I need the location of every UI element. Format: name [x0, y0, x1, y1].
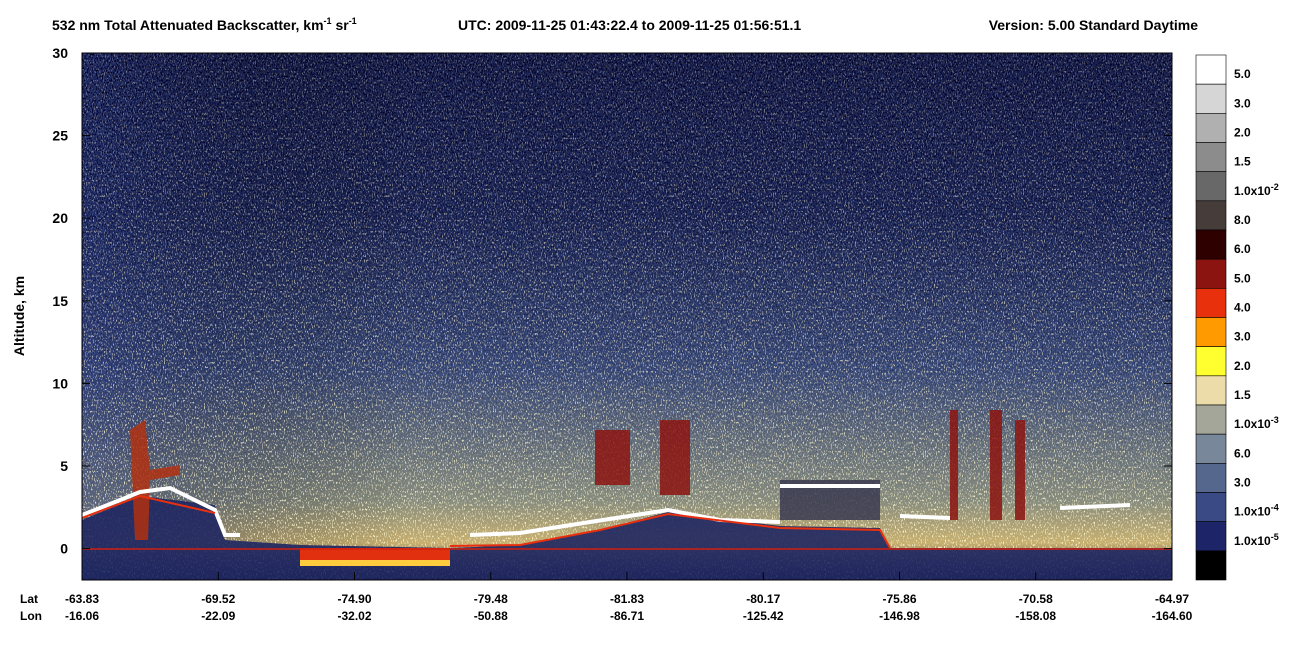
time-range: UTC: 2009-11-25 01:43:22.4 to 2009-11-25… — [458, 17, 801, 33]
colorbar-swatch — [1195, 404, 1227, 435]
colorbar-label: 3.0 — [1234, 96, 1251, 110]
x-tick-label: -63.83 — [65, 592, 99, 606]
colorbar-swatch — [1195, 200, 1227, 231]
colorbar-label-text: 1.5 — [1234, 155, 1251, 169]
chart-title: 532 nm Total Attenuated Backscatter, km-… — [52, 16, 357, 33]
colorbar-label: 1.0x10-5 — [1234, 532, 1279, 548]
colorbar-swatch — [1195, 317, 1227, 347]
colorbar-swatch — [1195, 171, 1227, 202]
colorbar-label: 5.0 — [1234, 271, 1251, 285]
y-tick-label: 5 — [60, 458, 68, 474]
colorbar-label-superscript: -4 — [1271, 503, 1279, 513]
colorbar-label: 8.0 — [1234, 213, 1251, 227]
colorbar-label: 4.0 — [1234, 301, 1251, 315]
colorbar-label: 3.0 — [1234, 330, 1251, 344]
colorbar-label-text: 1.0x10 — [1234, 184, 1271, 198]
y-axis-label: Altitude, km — [11, 276, 27, 356]
colorbar-swatch — [1195, 433, 1227, 464]
colorbar-label: 1.5 — [1234, 155, 1251, 169]
x-tick-label: -69.52 — [201, 592, 235, 606]
colorbar-swatch — [1195, 463, 1227, 493]
colorbar-swatch — [1195, 142, 1227, 172]
x-row-name: Lat — [20, 592, 38, 606]
colorbar-label-superscript: -5 — [1271, 532, 1279, 542]
y-tick-label: 25 — [52, 128, 68, 144]
x-tick-label: -32.02 — [337, 609, 371, 623]
colorbar-label: 3.0 — [1234, 476, 1251, 490]
colorbar-label-text: 1.0x10 — [1234, 534, 1271, 548]
colorbar-label-text: 2.0 — [1234, 359, 1251, 373]
title-text: sr — [332, 17, 350, 33]
x-tick-label: -125.42 — [743, 609, 784, 623]
colorbar-label: 1.0x10-4 — [1234, 503, 1279, 519]
colorbar-label: 2.0 — [1234, 359, 1251, 373]
colorbar-swatch — [1195, 375, 1227, 406]
colorbar-label: 2.0 — [1234, 126, 1251, 140]
colorbar-swatch — [1195, 54, 1227, 85]
x-tick-label: -50.88 — [474, 609, 508, 623]
x-tick-label: -70.58 — [1019, 592, 1053, 606]
colorbar-swatch — [1195, 521, 1227, 552]
colorbar-label-text: 3.0 — [1234, 96, 1251, 110]
x-tick-label: -164.60 — [1152, 609, 1193, 623]
version: Version: 5.00 Standard Daytime — [989, 17, 1199, 33]
x-row-name: Lon — [20, 609, 42, 623]
colorbar-label-text: 4.0 — [1234, 301, 1251, 315]
colorbar-label: 1.5 — [1234, 388, 1251, 402]
colorbar-label-text: 3.0 — [1234, 330, 1251, 344]
colorbar-label: 6.0 — [1234, 242, 1251, 256]
colorbar-label-text: 3.0 — [1234, 476, 1251, 490]
x-tick-label: -74.90 — [337, 592, 371, 606]
colorbar-label-superscript: -3 — [1271, 415, 1279, 425]
x-tick-label: -64.97 — [1155, 592, 1189, 606]
x-tick-label: -86.71 — [610, 609, 644, 623]
title-superscript: -1 — [349, 16, 357, 26]
title-text: 532 nm Total Attenuated Backscatter, km — [52, 17, 324, 33]
title-superscript: -1 — [324, 16, 332, 26]
y-tick-label: 20 — [52, 210, 68, 226]
colorbar-label-text: 1.0x10 — [1234, 417, 1271, 431]
x-tick-label: -81.83 — [610, 592, 644, 606]
colorbar-label-text: 8.0 — [1234, 213, 1251, 227]
colorbar-label-text: 1.0x10 — [1234, 505, 1271, 519]
y-tick-label: 15 — [52, 293, 68, 309]
colorbar-label: 5.0 — [1234, 67, 1251, 81]
colorbar-label-superscript: -2 — [1271, 182, 1279, 192]
x-tick-label: -75.86 — [882, 592, 916, 606]
colorbar-label-text: 6.0 — [1234, 242, 1251, 256]
x-tick-label: -158.08 — [1015, 609, 1056, 623]
x-tick-label: -22.09 — [201, 609, 235, 623]
colorbar-label: 6.0 — [1234, 446, 1251, 460]
backscatter-image — [82, 53, 1172, 580]
colorbar-label: 1.0x10-2 — [1234, 182, 1279, 198]
x-tick-label: -79.48 — [474, 592, 508, 606]
colorbar-label-text: 6.0 — [1234, 446, 1251, 460]
colorbar-label-text: 1.5 — [1234, 388, 1251, 402]
colorbar-swatch — [1195, 550, 1227, 581]
colorbar-label: 1.0x10-3 — [1234, 415, 1279, 431]
x-tick-label: -16.06 — [65, 609, 99, 623]
colorbar-swatch — [1195, 346, 1227, 377]
colorbar-label-text: 5.0 — [1234, 67, 1251, 81]
colorbar-swatch — [1195, 288, 1227, 318]
colorbar-swatch — [1195, 83, 1227, 114]
colorbar-swatch — [1195, 113, 1227, 143]
x-tick-label: -146.98 — [879, 609, 920, 623]
y-tick-label: 0 — [60, 541, 68, 557]
y-tick-label: 10 — [52, 375, 68, 391]
x-tick-label: -80.17 — [746, 592, 780, 606]
colorbar-swatch — [1195, 492, 1227, 522]
colorbar-swatch — [1195, 229, 1227, 260]
colorbar-swatch — [1195, 258, 1227, 289]
colorbar-label-text: 2.0 — [1234, 126, 1251, 140]
y-tick-label: 30 — [52, 45, 68, 61]
colorbar-label-text: 5.0 — [1234, 271, 1251, 285]
